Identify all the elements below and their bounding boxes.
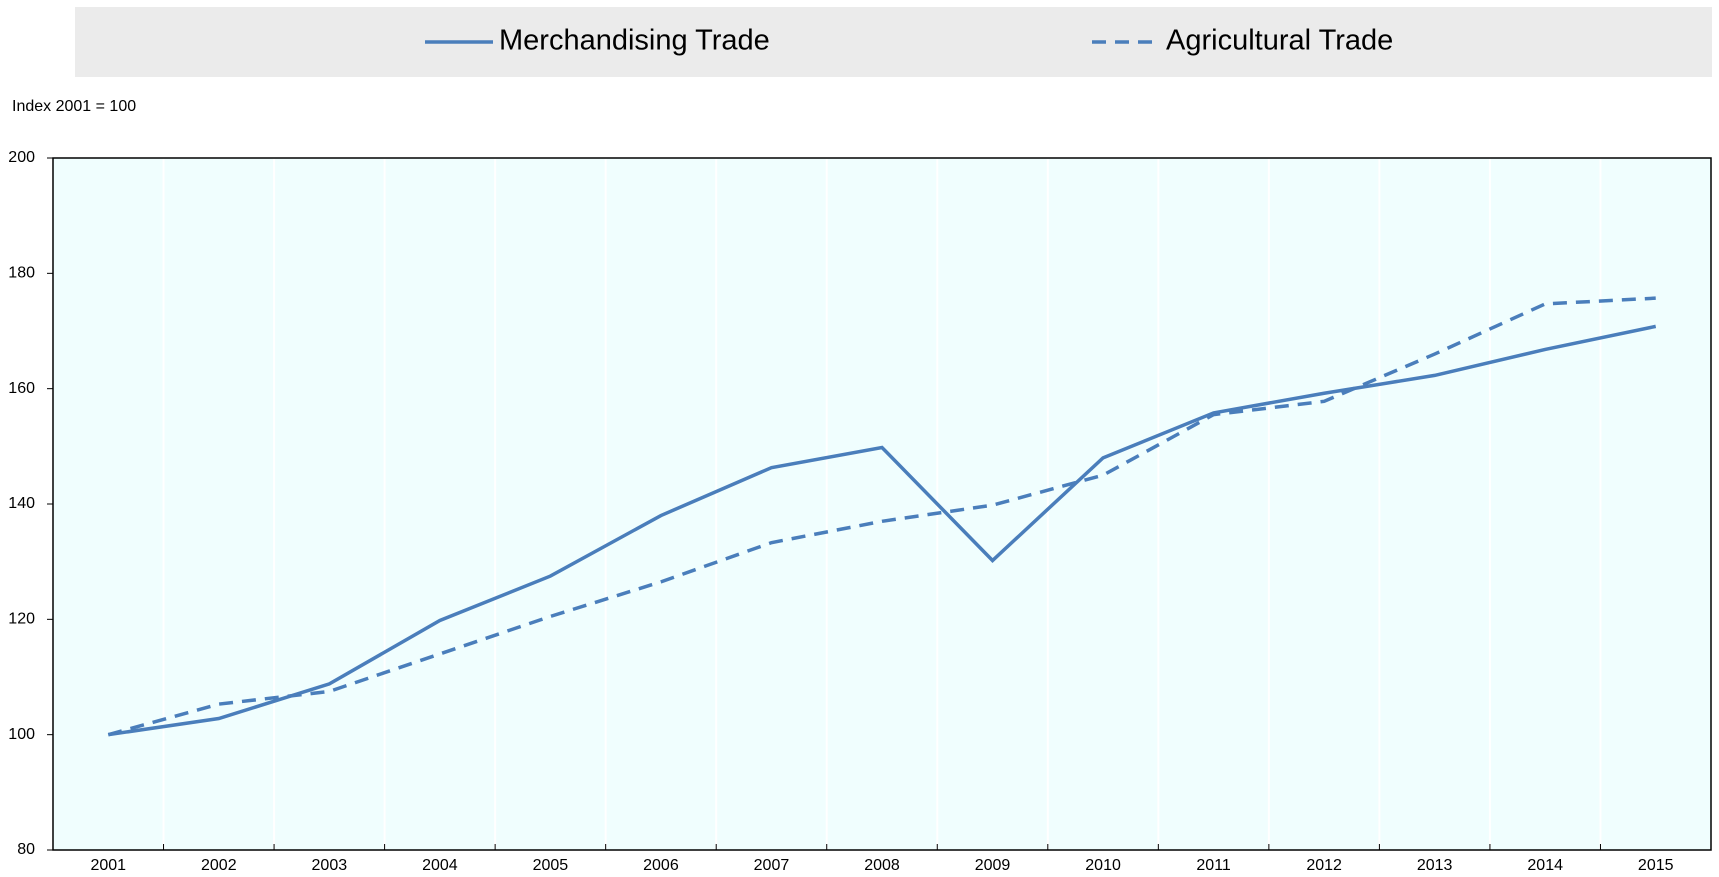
x-tick-label: 2013: [1417, 857, 1453, 874]
plot-area: [52, 157, 1712, 851]
series-line: [107, 296, 1656, 737]
x-tick-label: 2005: [533, 857, 569, 874]
legend-label: Agricultural Trade: [1166, 25, 1393, 57]
y-tick-label: 120: [8, 611, 35, 628]
x-tick-label: 2001: [90, 857, 126, 874]
y-tick-label: 180: [8, 265, 35, 282]
x-tick-label: 2012: [1306, 857, 1342, 874]
x-tick-label: 2002: [201, 857, 237, 874]
y-tick-label: 100: [8, 726, 35, 743]
series-line: [108, 324, 1657, 737]
y-tick-label: 160: [8, 380, 35, 397]
x-tick-label: 2009: [975, 857, 1011, 874]
legend-label: Merchandising Trade: [499, 25, 770, 57]
legend-box: [75, 7, 1712, 77]
y-tick-label: 80: [17, 841, 35, 858]
x-tick-label: 2010: [1085, 857, 1121, 874]
x-tick-label: 2006: [643, 857, 679, 874]
x-tick-label: 2007: [754, 857, 790, 874]
x-tick-label: 2004: [422, 857, 458, 874]
y-tick-label: 200: [8, 149, 35, 166]
x-tick-label: 2014: [1527, 857, 1563, 874]
x-tick-label: 2008: [864, 857, 900, 874]
x-tick-label: 2011: [1196, 857, 1231, 874]
y-axis-label: Index 2001 = 100: [12, 98, 136, 115]
y-tick-label: 140: [8, 495, 35, 512]
x-tick-label: 2015: [1638, 857, 1674, 874]
x-tick-label: 2003: [312, 857, 348, 874]
